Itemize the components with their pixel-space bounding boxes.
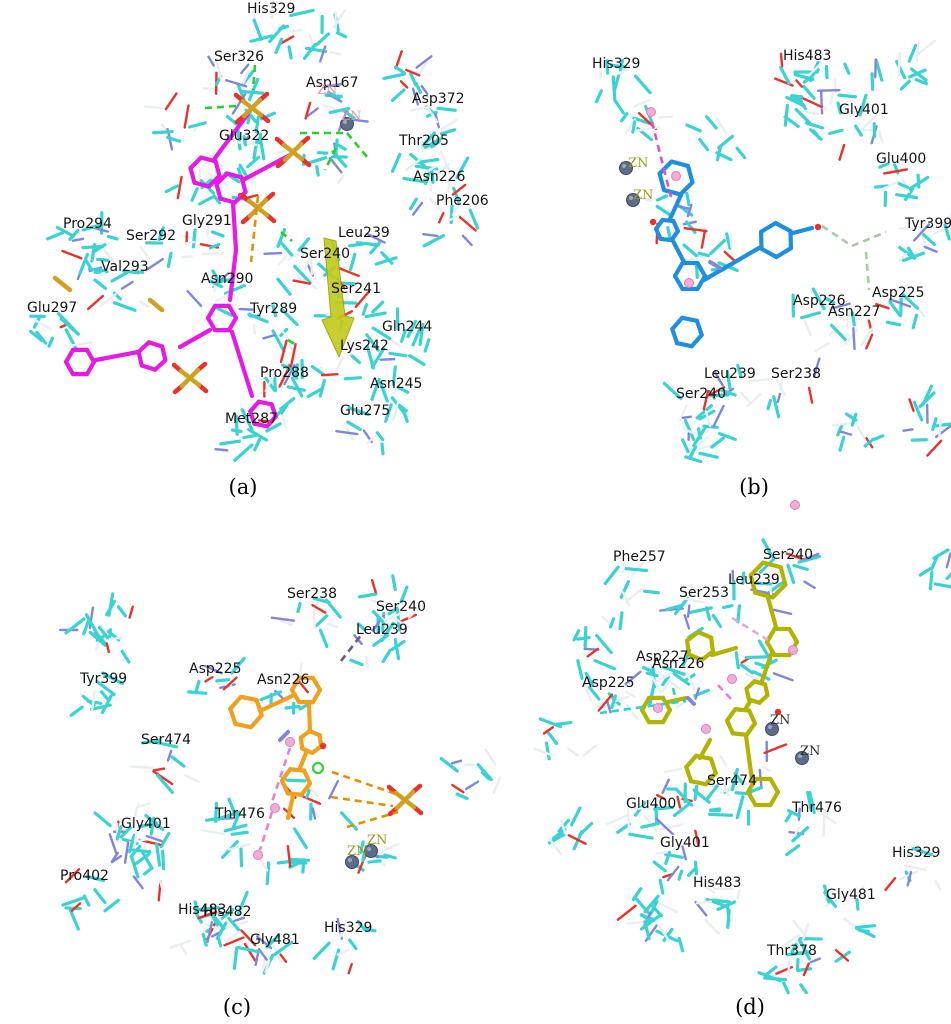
panel-d-structure bbox=[533, 500, 951, 995]
panel-c-structure bbox=[59, 574, 502, 975]
residue-label-c-asp225: Asp225 bbox=[189, 661, 242, 677]
residue-label-a-glu322: Glu322 bbox=[219, 128, 270, 144]
residue-label-b-gly401: Gly401 bbox=[839, 102, 889, 118]
residue-label-a-glu275: Glu275 bbox=[340, 403, 391, 419]
residue-label-b-tyr399: Tyr399 bbox=[905, 216, 951, 232]
panel-caption-c: (c) bbox=[222, 995, 252, 1019]
residue-label-d-phe257: Phe257 bbox=[613, 549, 666, 565]
residue-label-c-his483: His483 bbox=[178, 902, 227, 918]
residue-label-d-thr476: Thr476 bbox=[792, 800, 842, 816]
residue-label-c-his482: His482 bbox=[203, 904, 252, 920]
residue-label-c-his329: His329 bbox=[324, 920, 373, 936]
panel-caption-d: (d) bbox=[735, 995, 765, 1019]
residue-label-a-asn290: Asn290 bbox=[201, 271, 254, 287]
residue-label-a-met287: Met287 bbox=[225, 411, 278, 427]
residue-label-d-his483: His483 bbox=[693, 875, 742, 891]
residue-label-b-leu239: Leu239 bbox=[704, 366, 756, 382]
residue-label-a-his329: His329 bbox=[247, 1, 296, 17]
zinc-label-a: ZN bbox=[317, 83, 338, 98]
residue-label-a-gly291: Gly291 bbox=[182, 213, 232, 229]
residue-label-a-thr205: Thr205 bbox=[399, 133, 449, 149]
residue-label-b-glu400: Glu400 bbox=[876, 151, 927, 167]
residue-label-c-ser474: Ser474 bbox=[141, 732, 191, 748]
residue-label-c-pro402: Pro402 bbox=[60, 868, 109, 884]
zinc-label-c: ZN bbox=[367, 833, 388, 848]
panel-b-structure bbox=[595, 39, 951, 464]
residue-label-d-thr378: Thr378 bbox=[767, 943, 817, 959]
residue-label-c-leu239: Leu239 bbox=[356, 622, 408, 638]
zinc-label-d: ZN bbox=[800, 744, 821, 759]
residue-label-d-gly481: Gly481 bbox=[826, 887, 876, 903]
residue-label-a-ser292: Ser292 bbox=[126, 228, 176, 244]
residue-label-a-ser241: Ser241 bbox=[331, 281, 381, 297]
residue-label-d-ser253: Ser253 bbox=[679, 585, 729, 601]
residue-label-a-val293: Val293 bbox=[101, 259, 149, 275]
residue-label-b-his329: His329 bbox=[592, 56, 641, 72]
residue-label-a-asn245: Asn245 bbox=[370, 376, 423, 392]
residue-label-a-pro288: Pro288 bbox=[260, 365, 309, 381]
residue-label-d-glu400: Glu400 bbox=[626, 796, 677, 812]
residue-label-a-leu239: Leu239 bbox=[338, 225, 390, 241]
residue-label-d-leu239: Leu239 bbox=[728, 572, 780, 588]
residue-label-d-asp225: Asp225 bbox=[582, 675, 635, 691]
zinc-label-a: ZN bbox=[341, 109, 362, 124]
zinc-label-b: ZN bbox=[628, 156, 649, 171]
residue-label-d-gly401: Gly401 bbox=[660, 835, 710, 851]
residue-label-a-asp372: Asp372 bbox=[412, 91, 465, 107]
residue-label-c-gly481: Gly481 bbox=[250, 932, 300, 948]
zinc-label-d: ZN bbox=[770, 713, 791, 728]
residue-label-c-ser238: Ser238 bbox=[287, 586, 337, 602]
residue-label-a-tyr289: Tyr289 bbox=[250, 301, 298, 317]
residue-label-a-pro294: Pro294 bbox=[63, 216, 112, 232]
residue-label-d-asp227: Asp227 bbox=[636, 649, 689, 665]
residue-label-c-tyr399: Tyr399 bbox=[80, 671, 128, 687]
panel-caption-b: (b) bbox=[739, 475, 769, 499]
panel-a-structure bbox=[29, 0, 480, 462]
residue-label-c-gly401: Gly401 bbox=[121, 816, 171, 832]
residue-label-d-asn226: Asn226 bbox=[652, 656, 705, 672]
residue-label-b-asp225: Asp225 bbox=[872, 285, 925, 301]
residue-label-a-asn226: Asn226 bbox=[413, 169, 466, 185]
residue-label-b-his483: His483 bbox=[783, 48, 832, 64]
residue-label-a-glu297: Glu297 bbox=[27, 300, 78, 316]
residue-label-d-ser474: Ser474 bbox=[707, 773, 757, 789]
residue-label-a-ser240: Ser240 bbox=[300, 246, 350, 262]
residue-label-c-thr476: Thr476 bbox=[215, 806, 265, 822]
residue-label-c-asn226: Asn226 bbox=[257, 672, 310, 688]
residue-label-a-phe206: Phe206 bbox=[436, 193, 489, 209]
residue-label-b-ser238: Ser238 bbox=[771, 366, 821, 382]
residue-label-a-ser326: Ser326 bbox=[214, 49, 264, 65]
zinc-label-c: ZN bbox=[347, 844, 368, 859]
residue-label-d-his329: His329 bbox=[892, 845, 941, 861]
panel-caption-a: (a) bbox=[228, 475, 258, 499]
residue-label-b-ser240: Ser240 bbox=[676, 386, 726, 402]
residue-label-c-ser240: Ser240 bbox=[376, 599, 426, 615]
zinc-label-b: ZN bbox=[633, 188, 654, 203]
residue-label-b-asp226: Asp226 bbox=[793, 293, 846, 309]
residue-label-a-asp167: Asp167 bbox=[306, 75, 359, 91]
residue-label-b-asn227: Asn227 bbox=[828, 304, 881, 320]
residue-label-a-gln244: Gln244 bbox=[382, 319, 433, 335]
residue-label-a-lys242: Lys242 bbox=[340, 338, 389, 354]
residue-label-d-ser240: Ser240 bbox=[763, 547, 813, 563]
